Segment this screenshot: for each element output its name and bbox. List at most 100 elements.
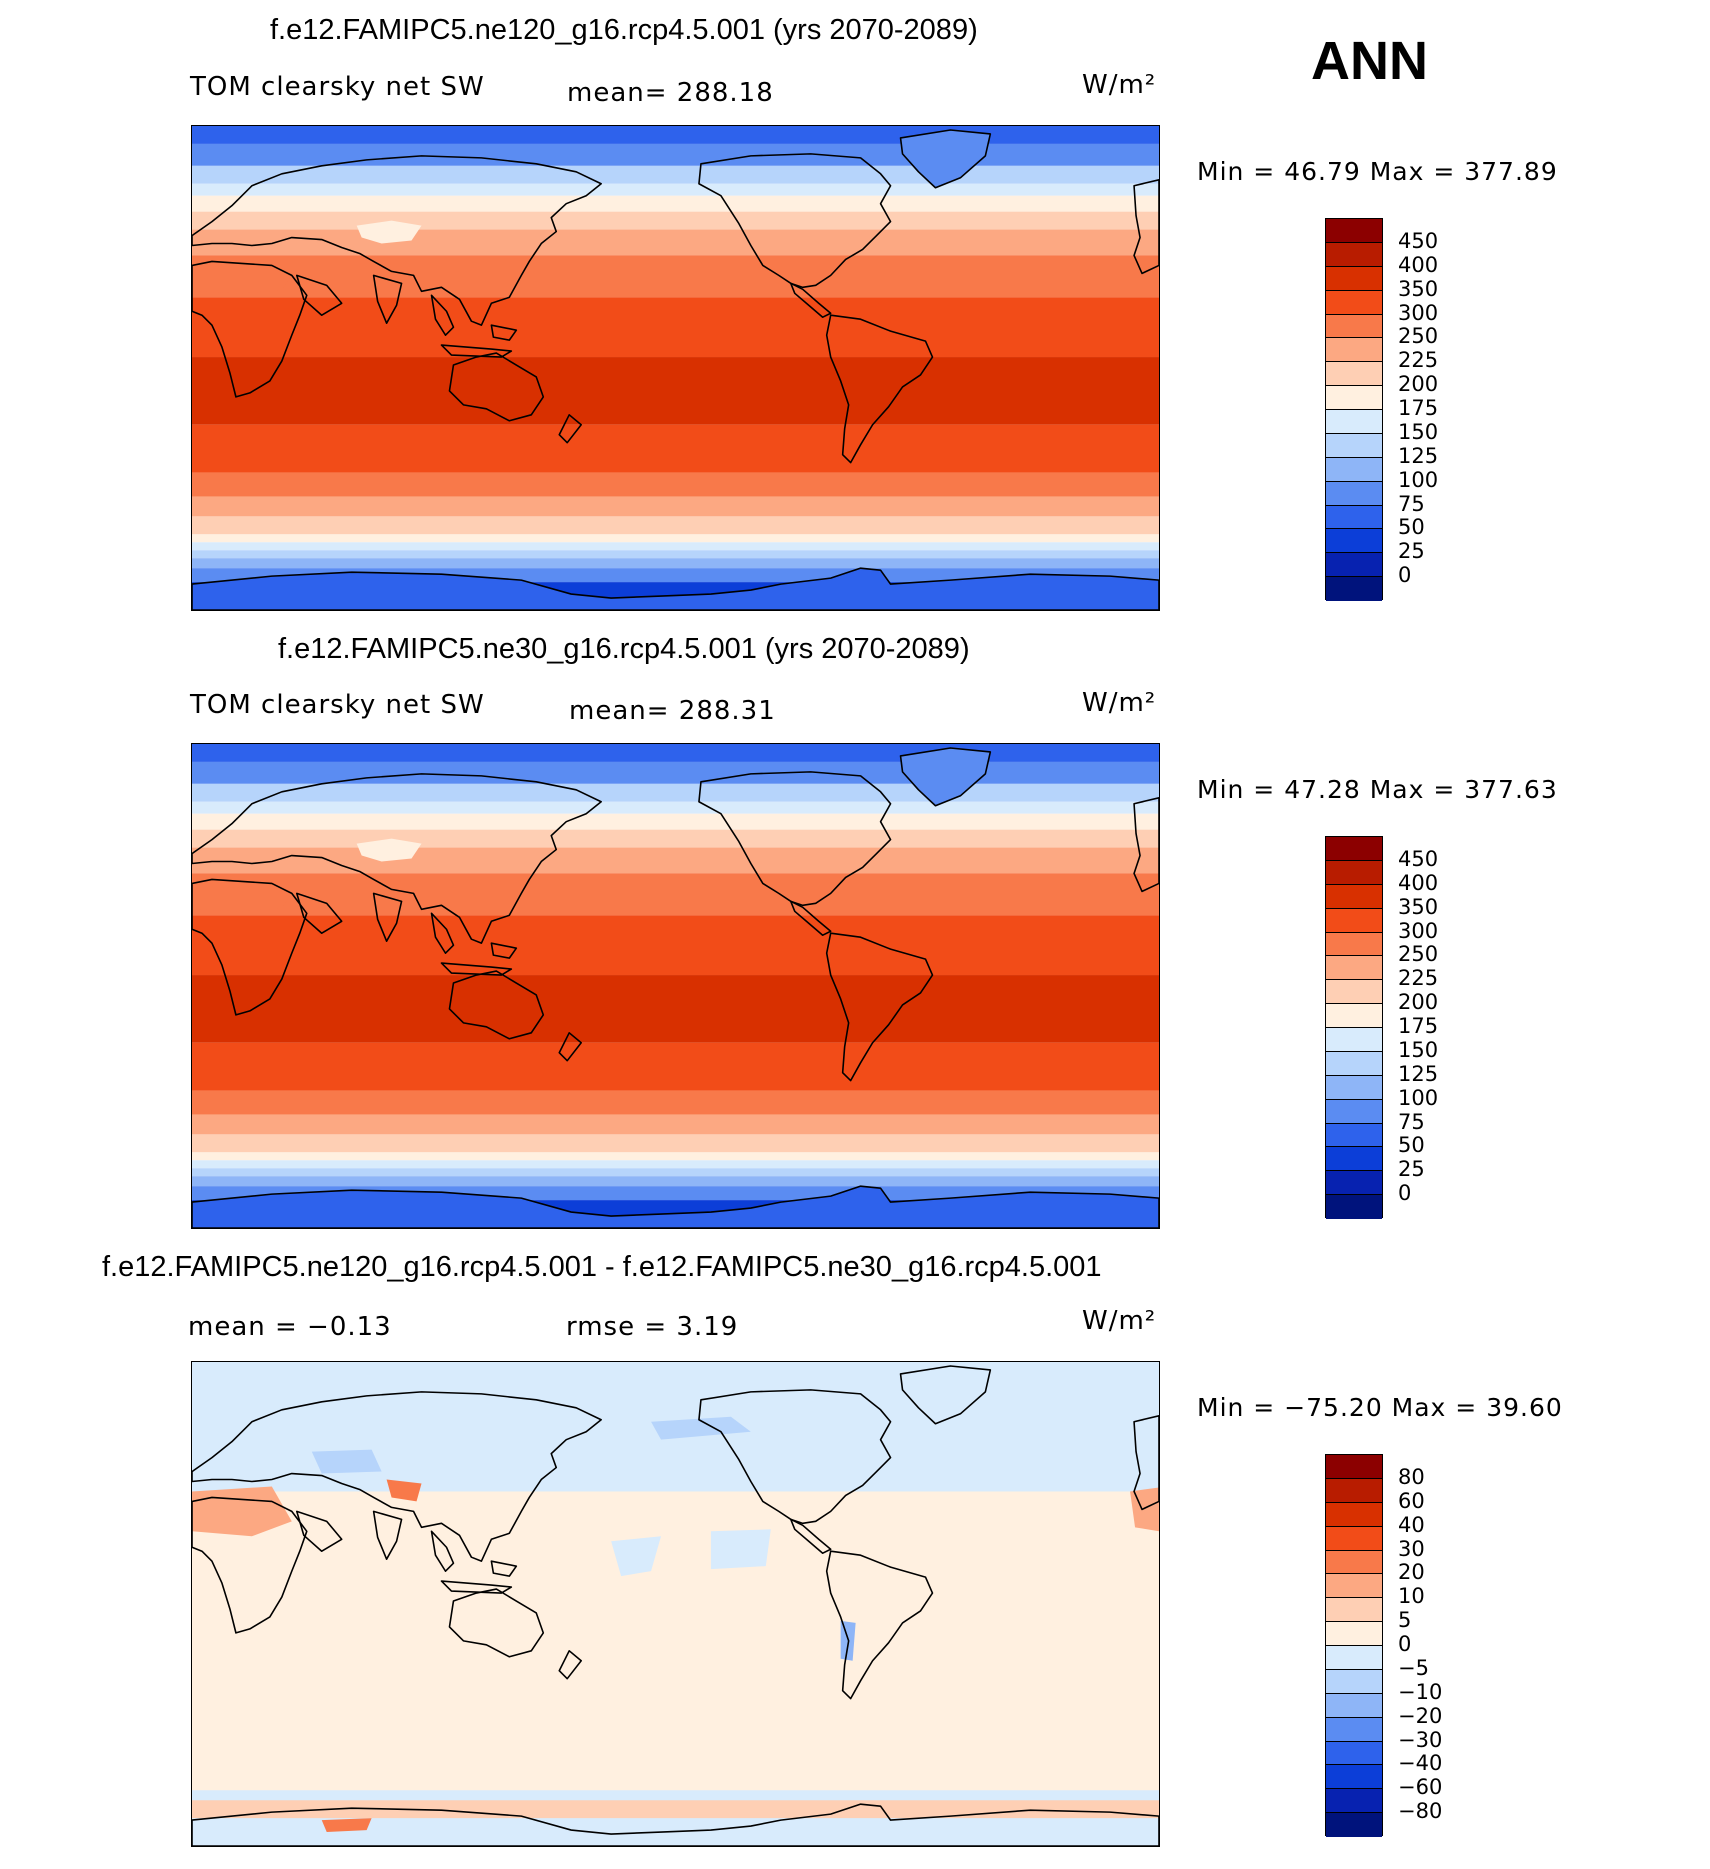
colorbar-tick-label: 40 [1398, 1512, 1425, 1537]
colorbar-tick-label: −60 [1398, 1775, 1443, 1800]
coastline [430, 294, 455, 336]
zonal-band [192, 558, 1159, 569]
coastline [698, 1389, 892, 1525]
panel-3-minmax: Min = −75.20 Max = 39.60 [1197, 1393, 1563, 1422]
antarctica-fill [192, 568, 1159, 610]
colorbar-tick-label: 300 [1398, 300, 1439, 325]
zonal-band [192, 915, 1159, 976]
colorbar-tick-label: 350 [1398, 894, 1439, 919]
coastline [698, 153, 892, 289]
zonal-band [192, 534, 1159, 543]
colorbar-tick-label: −30 [1398, 1727, 1443, 1752]
panel-2-title: f.e12.FAMIPC5.ne30_g16.rcp4.5.001 (yrs 2… [278, 633, 970, 665]
panel-1-map [191, 125, 1160, 611]
zonal-band [192, 195, 1159, 212]
coastline [192, 1391, 602, 1562]
coastline [899, 1365, 992, 1425]
zonal-band [192, 1176, 1159, 1187]
colorbar-tick-label: 100 [1398, 1085, 1439, 1110]
coastline [372, 892, 403, 942]
coastline [440, 962, 513, 976]
zonal-band [192, 1114, 1159, 1135]
colorbar-box [1326, 410, 1382, 434]
zonal-band [192, 1134, 1159, 1153]
coastline [698, 771, 892, 907]
coastline [558, 1650, 582, 1680]
coastline [295, 892, 343, 935]
coastline [448, 1588, 545, 1658]
diff-anomaly-patch [192, 1486, 292, 1537]
coastline [899, 129, 992, 189]
coastline [192, 155, 602, 326]
greenland-fill [900, 747, 991, 806]
colorbar-tick-label: 50 [1398, 515, 1425, 540]
coastline [192, 1185, 1159, 1228]
colorbar-box [1326, 1051, 1382, 1076]
panel-1-colorbar [1325, 218, 1383, 601]
zonal-band [192, 542, 1159, 551]
colorbar-box [1326, 1028, 1382, 1052]
colorbar-box [1326, 1693, 1382, 1718]
zonal-band [192, 229, 1159, 256]
colorbar-tick-label: 400 [1398, 252, 1439, 277]
colorbar-box [1326, 529, 1382, 554]
coastline [295, 274, 343, 317]
panel-2-land-features [192, 747, 1159, 1228]
colorbar-box [1326, 242, 1382, 267]
sahara-fill [192, 263, 292, 294]
zonal-band [192, 847, 1159, 874]
colorbar-box [1326, 1574, 1382, 1599]
panel-2-coastlines [192, 747, 1159, 1228]
panel-1-units: W/m² [1082, 70, 1157, 100]
coastline [430, 912, 455, 954]
coastline [789, 1518, 832, 1555]
colorbar-box [1326, 362, 1382, 387]
zonal-band [192, 801, 1159, 814]
colorbar-box [1326, 314, 1382, 339]
zonal-band [192, 126, 1159, 144]
colorbar-box [1326, 884, 1382, 909]
colorbar-tick-label: 0 [1398, 1632, 1412, 1656]
colorbar-tick-label: 10 [1398, 1584, 1425, 1609]
panel-2-minmax: Min = 47.28 Max = 377.63 [1197, 775, 1558, 804]
zonal-band [192, 744, 1159, 762]
colorbar-box [1326, 1502, 1382, 1527]
colorbar-box [1326, 577, 1382, 601]
coastline [448, 970, 545, 1040]
colorbar-box [1326, 1741, 1382, 1766]
colorbar-tick-label: 20 [1398, 1560, 1425, 1585]
panel-1-coastlines [192, 129, 1159, 610]
coastline [490, 1560, 518, 1577]
zonal-band [192, 424, 1159, 473]
colorbar-tick-label: 175 [1398, 396, 1439, 420]
coastline [899, 747, 992, 807]
panel-3-coastlines [192, 1365, 1159, 1846]
colorbar-tick-label: 80 [1398, 1464, 1425, 1489]
diff-anomaly-patch [386, 1479, 422, 1502]
colorbar-tick-label: 450 [1398, 228, 1439, 253]
panel-1-minmax: Min = 46.79 Max = 377.89 [1197, 157, 1558, 186]
zonal-band [192, 1160, 1159, 1169]
tibet-fill [356, 838, 422, 862]
colorbar-box [1326, 1195, 1382, 1219]
colorbar-tick-label: 100 [1398, 467, 1439, 492]
colorbar-box [1326, 1478, 1382, 1503]
colorbar-tick-label: 200 [1398, 372, 1439, 397]
colorbar-box [1326, 386, 1382, 410]
colorbar-box [1326, 1075, 1382, 1100]
colorbar-box [1326, 1123, 1382, 1148]
colorbar-box [1326, 980, 1382, 1005]
coastline [372, 274, 403, 324]
sahara-fill [192, 881, 292, 912]
colorbar-tick-label: 0 [1398, 1181, 1412, 1206]
zonal-band [192, 761, 1159, 784]
colorbar-tick-label: 75 [1398, 491, 1425, 516]
zonal-band [192, 813, 1159, 830]
coastline [192, 1803, 1159, 1846]
colorbar-tick-label: −80 [1398, 1799, 1443, 1824]
colorbar-tick-label: 125 [1398, 443, 1439, 468]
coastline [558, 1032, 582, 1062]
panel-3-difference-field [192, 1362, 1159, 1846]
diff-anomaly-patch [192, 1800, 1159, 1819]
coastline [490, 324, 518, 341]
